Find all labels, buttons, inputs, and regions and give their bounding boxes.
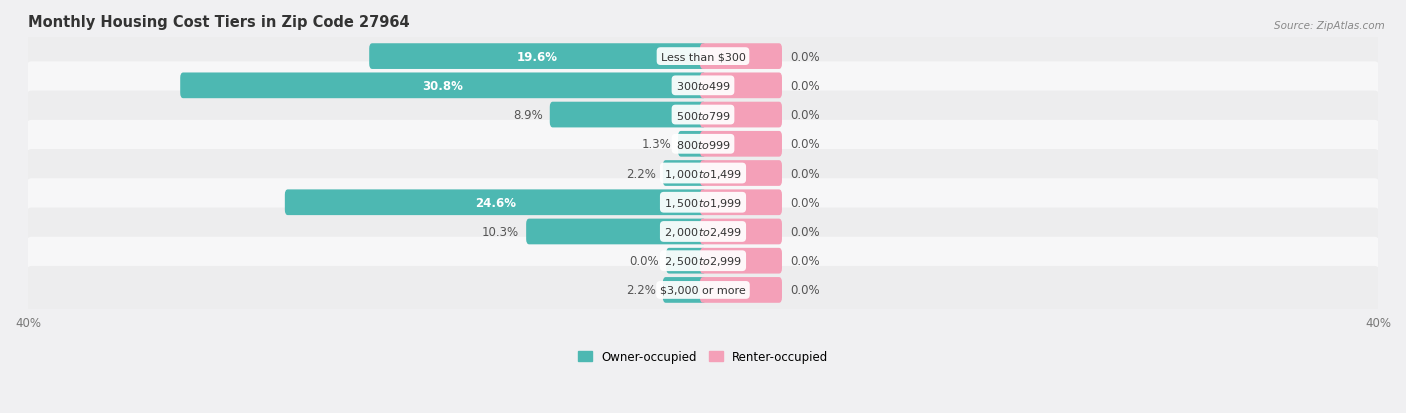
FancyBboxPatch shape: [700, 278, 782, 303]
FancyBboxPatch shape: [25, 121, 1381, 169]
FancyBboxPatch shape: [25, 208, 1381, 256]
Text: 19.6%: 19.6%: [517, 50, 558, 64]
FancyBboxPatch shape: [678, 132, 706, 157]
FancyBboxPatch shape: [180, 73, 706, 99]
Text: $800 to $999: $800 to $999: [675, 138, 731, 150]
Text: Monthly Housing Cost Tiers in Zip Code 27964: Monthly Housing Cost Tiers in Zip Code 2…: [28, 15, 409, 30]
FancyBboxPatch shape: [700, 73, 782, 99]
Text: 0.0%: 0.0%: [790, 80, 820, 93]
Text: 10.3%: 10.3%: [482, 225, 519, 238]
Text: $3,000 or more: $3,000 or more: [661, 285, 745, 295]
Text: 0.0%: 0.0%: [790, 50, 820, 64]
Text: $1,000 to $1,499: $1,000 to $1,499: [664, 167, 742, 180]
Text: 0.0%: 0.0%: [630, 254, 659, 268]
FancyBboxPatch shape: [25, 91, 1381, 139]
Text: 1.3%: 1.3%: [641, 138, 671, 151]
Text: 0.0%: 0.0%: [790, 109, 820, 122]
Text: 24.6%: 24.6%: [475, 196, 516, 209]
FancyBboxPatch shape: [662, 161, 706, 186]
Text: 0.0%: 0.0%: [790, 167, 820, 180]
FancyBboxPatch shape: [25, 150, 1381, 197]
FancyBboxPatch shape: [550, 102, 706, 128]
Legend: Owner-occupied, Renter-occupied: Owner-occupied, Renter-occupied: [578, 350, 828, 363]
FancyBboxPatch shape: [700, 44, 782, 70]
FancyBboxPatch shape: [526, 219, 706, 245]
Text: 0.0%: 0.0%: [790, 284, 820, 297]
Text: Source: ZipAtlas.com: Source: ZipAtlas.com: [1274, 21, 1385, 31]
Text: 0.0%: 0.0%: [790, 254, 820, 268]
Text: 2.2%: 2.2%: [626, 284, 655, 297]
Text: 30.8%: 30.8%: [423, 80, 464, 93]
Text: $2,500 to $2,999: $2,500 to $2,999: [664, 254, 742, 268]
FancyBboxPatch shape: [700, 161, 782, 186]
Text: $1,500 to $1,999: $1,500 to $1,999: [664, 196, 742, 209]
Text: 8.9%: 8.9%: [513, 109, 543, 122]
FancyBboxPatch shape: [700, 102, 782, 128]
Text: $2,000 to $2,499: $2,000 to $2,499: [664, 225, 742, 238]
FancyBboxPatch shape: [700, 248, 782, 274]
FancyBboxPatch shape: [25, 33, 1381, 81]
FancyBboxPatch shape: [25, 266, 1381, 314]
FancyBboxPatch shape: [25, 179, 1381, 227]
Text: $500 to $799: $500 to $799: [675, 109, 731, 121]
FancyBboxPatch shape: [700, 132, 782, 157]
FancyBboxPatch shape: [25, 237, 1381, 285]
FancyBboxPatch shape: [700, 219, 782, 245]
FancyBboxPatch shape: [662, 278, 706, 303]
Text: $300 to $499: $300 to $499: [675, 80, 731, 92]
Text: 2.2%: 2.2%: [626, 167, 655, 180]
FancyBboxPatch shape: [666, 248, 706, 274]
FancyBboxPatch shape: [285, 190, 706, 216]
Text: Less than $300: Less than $300: [661, 52, 745, 62]
FancyBboxPatch shape: [25, 62, 1381, 110]
Text: 0.0%: 0.0%: [790, 138, 820, 151]
Text: 0.0%: 0.0%: [790, 225, 820, 238]
FancyBboxPatch shape: [700, 190, 782, 216]
Text: 0.0%: 0.0%: [790, 196, 820, 209]
FancyBboxPatch shape: [370, 44, 706, 70]
